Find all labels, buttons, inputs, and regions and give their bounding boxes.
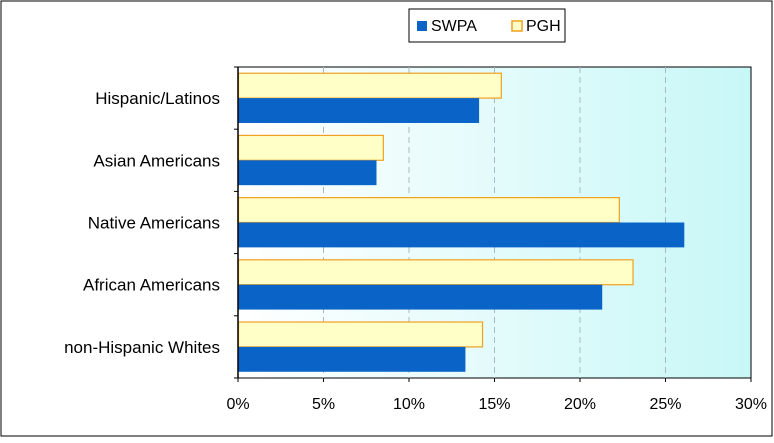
x-tick-label: 20% xyxy=(564,396,596,413)
category-label: Asian Americans xyxy=(93,151,220,170)
bar-pgh-african-americans xyxy=(237,259,634,286)
legend-swatch-swpa xyxy=(417,21,427,31)
x-tick-label: 15% xyxy=(478,396,510,413)
category-label: Native Americans xyxy=(88,214,220,233)
legend: SWPA PGH xyxy=(408,8,566,43)
legend-box xyxy=(408,8,566,43)
bar-swpa-hispanic-latinos xyxy=(238,98,480,123)
legend-label-swpa: SWPA xyxy=(431,18,477,35)
legend-label-pgh: PGH xyxy=(526,18,561,35)
axes: Hispanic/Latinos Asian Americans Native Am… xyxy=(64,66,767,413)
bar-pgh-non-hispanic-whites xyxy=(237,321,484,348)
bar-swpa-native-americans xyxy=(238,222,685,248)
category-label: Hispanic/Latinos xyxy=(95,89,220,108)
bar-pgh-native-americans xyxy=(237,197,620,224)
x-tick-label: 5% xyxy=(312,396,335,413)
x-tick-label: 25% xyxy=(649,396,681,413)
x-tick-label: 0% xyxy=(226,396,249,413)
bar-pgh-hispanic-latinos xyxy=(237,72,502,99)
bars xyxy=(237,72,685,372)
bar-pgh-asian-americans xyxy=(237,134,384,161)
category-label: African Americans xyxy=(83,276,220,295)
legend-swatch-pgh xyxy=(511,20,523,32)
x-tick-label: 30% xyxy=(735,396,767,413)
bar-swpa-african-americans xyxy=(238,284,603,310)
category-label: non-Hispanic Whites xyxy=(64,338,220,357)
bar-swpa-asian-americans xyxy=(238,160,377,186)
x-tick-label: 10% xyxy=(393,396,425,413)
bar-swpa-non-hispanic-whites xyxy=(238,346,466,372)
